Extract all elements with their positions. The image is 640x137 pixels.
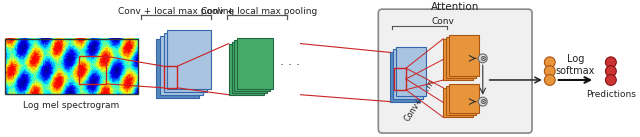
Text: Conv+norm: Conv+norm — [403, 78, 436, 123]
Circle shape — [545, 66, 555, 77]
Bar — [164, 66, 177, 88]
Text: ⊗: ⊗ — [479, 97, 486, 106]
Bar — [444, 88, 473, 117]
Circle shape — [605, 57, 616, 68]
Bar — [449, 35, 479, 76]
Text: Predictions: Predictions — [586, 90, 636, 99]
Text: Conv + local max pooling: Conv + local max pooling — [118, 7, 234, 16]
Circle shape — [478, 54, 487, 63]
Bar — [228, 44, 264, 95]
Bar — [79, 56, 106, 84]
Bar — [237, 38, 273, 89]
Text: · · ·: · · · — [280, 59, 300, 72]
Bar — [446, 86, 476, 115]
Bar — [446, 37, 476, 78]
Bar — [164, 33, 207, 92]
Bar — [234, 40, 270, 91]
Bar — [394, 68, 406, 90]
Bar — [396, 47, 426, 96]
Bar — [390, 52, 420, 102]
Bar — [159, 36, 203, 95]
Bar — [449, 84, 479, 113]
Bar — [168, 30, 211, 89]
Circle shape — [545, 75, 555, 85]
Circle shape — [478, 97, 487, 106]
Text: Conv: Conv — [432, 17, 455, 26]
Bar — [232, 42, 267, 93]
Bar — [5, 39, 138, 94]
Circle shape — [605, 75, 616, 85]
Text: Conv + local max pooling: Conv + local max pooling — [200, 7, 317, 16]
Bar — [444, 39, 473, 80]
Bar — [393, 49, 422, 99]
Text: ⊗: ⊗ — [479, 54, 486, 63]
Bar — [156, 39, 199, 98]
Text: Log mel spectrogram: Log mel spectrogram — [23, 101, 120, 110]
Text: Log
softmax: Log softmax — [556, 54, 595, 76]
Circle shape — [545, 57, 555, 68]
Circle shape — [605, 66, 616, 77]
Text: Attention: Attention — [431, 2, 479, 12]
FancyBboxPatch shape — [378, 9, 532, 133]
